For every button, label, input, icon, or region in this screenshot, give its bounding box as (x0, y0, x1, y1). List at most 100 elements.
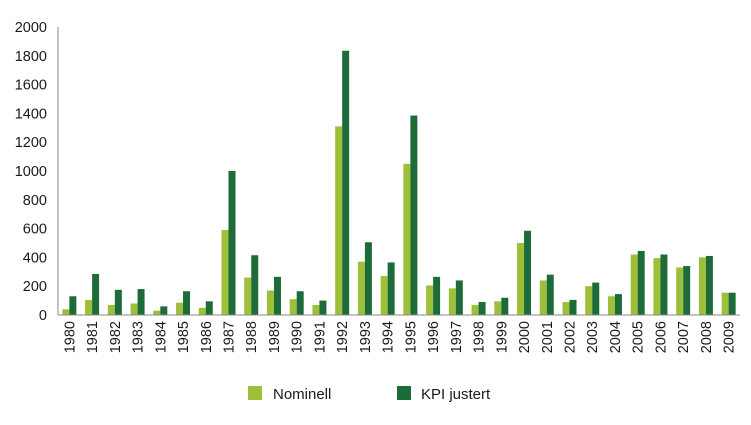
x-tick-label: 1981 (85, 321, 101, 353)
x-tick-label: 1980 (62, 321, 78, 353)
y-tick-label: 600 (23, 222, 47, 238)
bar-kpi-justert (92, 273, 100, 315)
bar-nominell (130, 303, 138, 315)
legend-swatch-kpi-justert (397, 386, 411, 400)
y-tick-label: 0 (39, 308, 47, 324)
x-tick-label: 2006 (653, 321, 669, 353)
bar-nominell (471, 304, 479, 315)
bar-nominell (539, 280, 547, 315)
x-tick-label: 2001 (540, 321, 556, 353)
bar-kpi-justert (501, 297, 509, 315)
bar-nominell (107, 304, 115, 315)
x-tick-label: 1994 (381, 321, 397, 353)
bar-nominell (630, 254, 638, 315)
bar-nominell (335, 126, 343, 315)
legend-item-nominell: Nominell (248, 386, 331, 403)
bar-nominell (221, 230, 229, 315)
x-tick-label: 1992 (335, 321, 351, 353)
bar-kpi-justert (228, 171, 236, 315)
x-tick-label: 1995 (403, 321, 419, 353)
bar-kpi-justert (387, 262, 395, 315)
bar-nominell (403, 163, 411, 315)
x-tick-label: 1991 (312, 321, 328, 353)
x-tick-label: 1982 (108, 321, 124, 353)
legend-label-kpi-justert: KPI justert (421, 386, 491, 403)
y-tick-label: 1000 (15, 164, 47, 180)
y-tick-label: 1400 (15, 106, 47, 122)
x-tick-label: 1986 (199, 321, 215, 353)
bar-kpi-justert (183, 291, 191, 315)
bar-kpi-justert (114, 289, 122, 315)
bar-kpi-justert (592, 282, 600, 315)
bar-nominell (85, 299, 93, 315)
bar-kpi-justert (69, 296, 77, 315)
y-tick-label: 1200 (15, 135, 47, 151)
x-tick-label: 1983 (131, 321, 147, 353)
bar-kpi-justert (364, 242, 372, 315)
bar-kpi-justert (524, 230, 532, 315)
x-axis-ticks: 1980 1981 1982 1983 1984 1985 1986 1987 1988 1989… (62, 321, 737, 353)
legend-item-kpi-justert: KPI justert (397, 386, 491, 403)
bar-nominell (380, 276, 388, 315)
x-tick-label: 2004 (608, 321, 624, 353)
legend-label-nominell: Nominell (273, 386, 331, 403)
x-tick-label: 2003 (585, 321, 601, 353)
bar-kpi-justert (705, 255, 713, 315)
y-tick-label: 2000 (15, 20, 47, 36)
bar-nominell (562, 302, 570, 315)
bar-nominell (517, 243, 525, 315)
bar-kpi-justert (614, 294, 622, 315)
x-tick-label: 1993 (358, 321, 374, 353)
bar-nominell (198, 307, 206, 315)
bars (62, 50, 736, 315)
bar-nominell (244, 277, 252, 315)
x-tick-label: 2002 (563, 321, 579, 353)
x-tick-label: 1997 (449, 321, 465, 353)
bar-kpi-justert (319, 300, 327, 315)
bar-nominell (585, 286, 593, 315)
x-tick-label: 1985 (176, 321, 192, 353)
bar-kpi-justert (296, 291, 304, 315)
bar-nominell (607, 296, 615, 315)
bar-nominell (698, 257, 706, 315)
x-tick-label: 1984 (153, 321, 169, 353)
bar-nominell (62, 309, 70, 315)
bar-nominell (653, 258, 661, 315)
bar-kpi-justert (160, 306, 168, 315)
x-tick-label: 2007 (676, 321, 692, 353)
bar-kpi-justert (205, 301, 213, 315)
bar-kpi-justert (683, 266, 691, 315)
x-tick-label: 2000 (517, 321, 533, 353)
bar-kpi-justert (478, 302, 486, 315)
legend-swatch-nominell (248, 386, 262, 400)
bar-kpi-justert (455, 280, 463, 315)
bar-kpi-justert (273, 276, 281, 315)
bar-kpi-justert (137, 289, 145, 315)
bar-kpi-justert (410, 115, 418, 315)
y-tick-label: 400 (23, 250, 47, 266)
y-axis-ticks: 0 200 400 600 800 1000 1200 1400 1600 1800 2000 (15, 20, 47, 324)
bar-kpi-justert (433, 276, 441, 315)
bar-nominell (721, 292, 729, 315)
x-tick-label: 2009 (722, 321, 738, 353)
bar-nominell (357, 261, 365, 315)
bar-nominell (289, 299, 297, 315)
bar-kpi-justert (569, 299, 577, 315)
bar-nominell (494, 301, 502, 315)
bar-nominell (448, 288, 456, 315)
x-tick-label: 1996 (426, 321, 442, 353)
bar-kpi-justert (546, 274, 554, 315)
bar-nominell (176, 302, 184, 315)
bar-nominell (426, 285, 434, 315)
x-tick-label: 1987 (222, 321, 238, 353)
bar-kpi-justert (637, 250, 645, 315)
x-tick-label: 1990 (290, 321, 306, 353)
y-tick-label: 1600 (15, 78, 47, 94)
bar-kpi-justert (251, 255, 259, 315)
bar-nominell (312, 304, 320, 315)
bar-kpi-justert (660, 254, 668, 315)
x-tick-label: 1988 (244, 321, 260, 353)
legend: Nominell KPI justert (248, 386, 491, 403)
y-tick-label: 800 (23, 193, 47, 209)
